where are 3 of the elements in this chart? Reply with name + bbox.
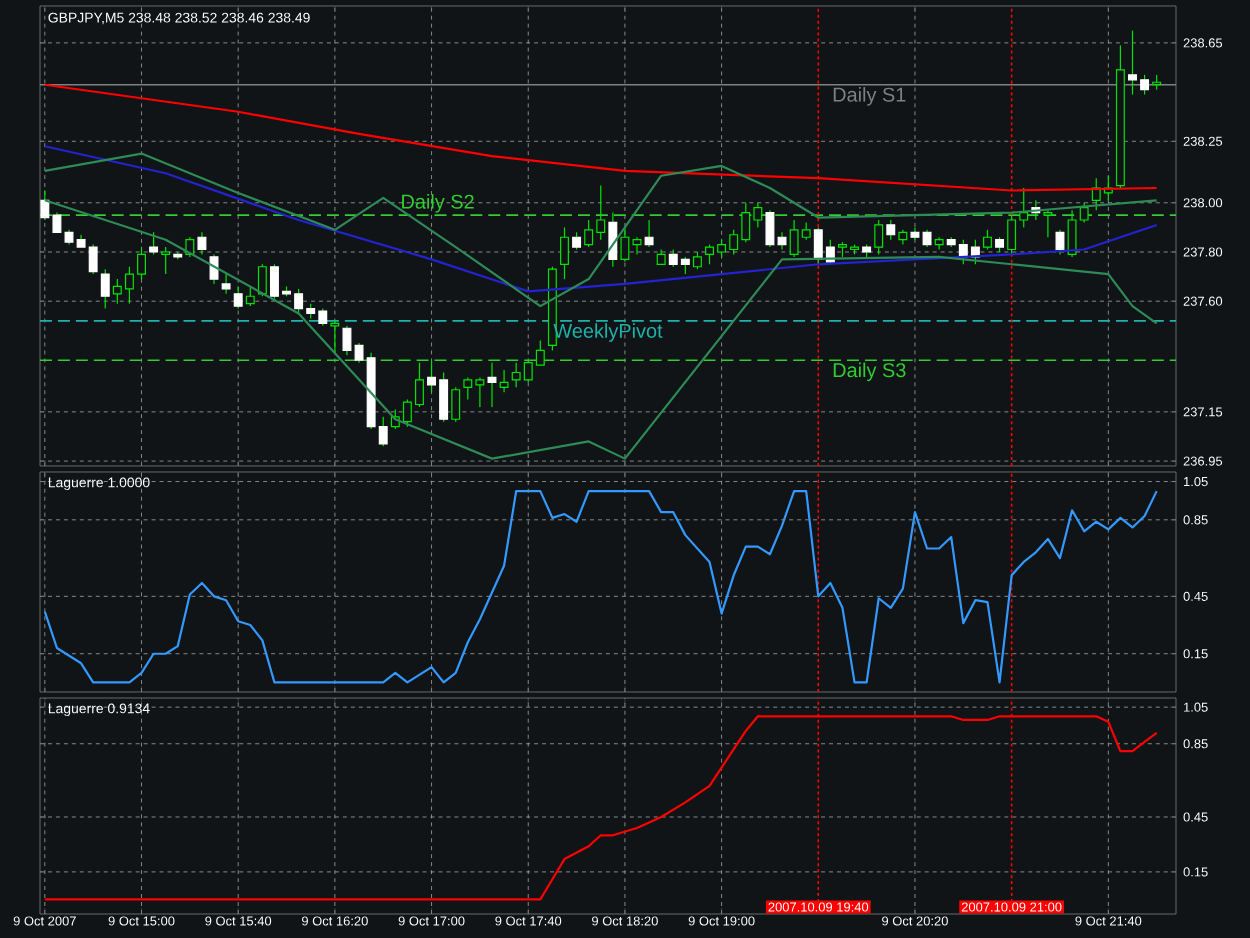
ref-line-label: Daily S1 — [833, 87, 906, 106]
ref-line-label: Daily S2 — [402, 194, 474, 213]
ref-line-label: Daily S3 — [833, 362, 906, 382]
